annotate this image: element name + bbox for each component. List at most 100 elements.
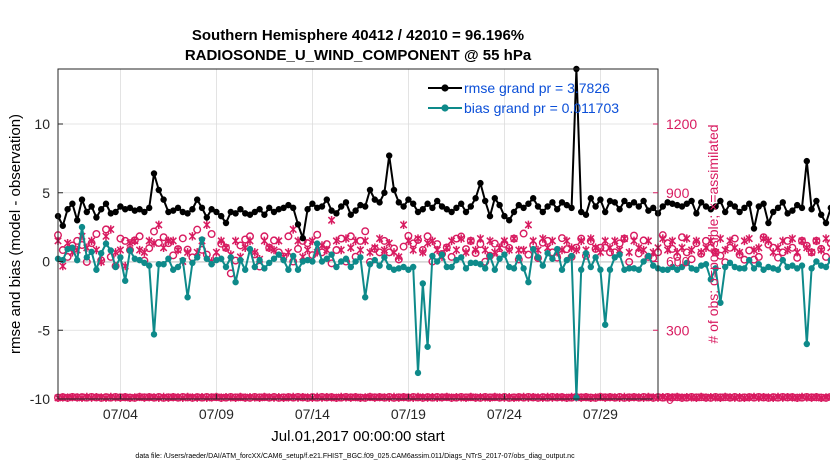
rmse-point	[525, 200, 532, 207]
obs-possible-marker	[399, 242, 408, 251]
bias-point	[698, 262, 705, 269]
obs-possible-marker	[178, 234, 187, 243]
legend-rmse-label: rmse grand pr = 3.7826	[464, 80, 610, 96]
rmse-point	[381, 189, 388, 196]
rmse-point	[198, 204, 206, 212]
bias-point	[256, 256, 263, 264]
obs-assimilated-marker	[337, 245, 345, 255]
rmse-point	[582, 211, 590, 218]
obs-assimilated-marker	[678, 243, 686, 252]
rmse-point	[707, 206, 714, 213]
bias-point	[227, 254, 234, 261]
obs-assimilated-marker	[692, 236, 701, 246]
obs-assimilated-marker	[735, 248, 744, 257]
bias-point	[64, 245, 71, 253]
bias-point	[621, 266, 628, 273]
bias-point	[611, 254, 618, 261]
obs-assimilated-marker	[351, 236, 360, 246]
rmse-point	[275, 206, 282, 213]
bias-point	[237, 256, 244, 264]
obs-assimilated-marker	[174, 245, 182, 255]
bias-point	[525, 278, 532, 286]
bias-point	[83, 254, 91, 261]
obs-assimilated-marker	[726, 236, 734, 246]
rmse-point	[386, 152, 393, 159]
rmse-point	[630, 199, 638, 206]
obs-possible-marker	[294, 244, 303, 253]
rmse-point	[779, 199, 786, 206]
obs-assimilated-marker	[385, 238, 393, 248]
bias-point	[789, 262, 796, 269]
data-file-footnote: data file: /Users/raeder/DAI/ATM_forcXX/…	[135, 453, 575, 460]
rmse-point	[501, 212, 508, 220]
bias-point	[352, 258, 359, 265]
obs-assimilated-marker	[812, 236, 821, 246]
bias-point	[275, 251, 282, 258]
bias-point	[506, 263, 513, 271]
rmse-point	[496, 201, 503, 209]
chart-title-line1: Southern Hemisphere 40412 / 42010 = 96.1…	[192, 27, 524, 44]
rmse-point	[736, 208, 743, 216]
rmse-point	[813, 197, 820, 205]
x-tick-label: 07/24	[487, 406, 522, 422]
obs-assimilated-marker	[783, 245, 792, 255]
obs-assimilated-marker	[361, 236, 369, 246]
obs-assimilated-marker	[203, 220, 211, 230]
rmse-point	[597, 196, 604, 203]
bias-point	[726, 259, 734, 267]
bias-point	[333, 263, 340, 271]
obs-assimilated-marker	[519, 245, 528, 255]
rmse-point	[126, 204, 134, 212]
rmse-point	[410, 200, 417, 207]
bias-point	[438, 251, 446, 258]
obs-possible-marker	[154, 238, 163, 247]
obs-possible-marker	[361, 227, 370, 236]
x-axis-ticks: 07/04 07/09 07/14 07/19 07/24 07/29	[103, 394, 618, 422]
obs-assimilated-marker	[409, 245, 417, 255]
y-tick-label: -5	[38, 322, 51, 338]
bias-point	[280, 256, 287, 264]
rmse-point	[731, 203, 738, 210]
obs-assimilated-marker	[323, 245, 331, 255]
rmse-point	[429, 204, 436, 212]
rmse-point	[194, 196, 201, 203]
bias-point	[290, 252, 297, 260]
bias-point	[635, 266, 642, 273]
rmse-point	[486, 212, 494, 220]
bias-point	[587, 263, 594, 271]
obs-possible-marker	[313, 230, 322, 239]
obs-assimilated-marker	[567, 243, 576, 252]
obs-assimilated-marker	[246, 236, 254, 246]
bias-point	[371, 256, 378, 264]
obs-assimilated-marker	[572, 245, 581, 255]
bias-point	[318, 258, 326, 265]
obs-assimilated-marker	[447, 236, 456, 246]
rmse-point	[453, 204, 460, 212]
bias-point	[650, 262, 657, 269]
obs-assimilated-marker	[217, 236, 225, 246]
obs-assimilated-marker	[471, 245, 480, 255]
rmse-point	[242, 210, 249, 217]
obs-assimilated-marker	[371, 243, 379, 252]
rmse-point	[635, 203, 642, 210]
bias-point	[400, 263, 407, 271]
bias-point	[554, 245, 561, 253]
obs-assimilated-marker	[423, 238, 432, 248]
bias-point	[765, 263, 772, 271]
obs-assimilated-marker	[707, 236, 715, 246]
rmse-point	[602, 208, 609, 216]
obs-possible-marker	[687, 255, 696, 264]
obs-assimilated-marker	[87, 236, 96, 246]
x-tick-label: 07/14	[295, 406, 330, 422]
rmse-point	[645, 207, 652, 214]
rmse-point	[794, 201, 801, 209]
rmse-point	[237, 206, 244, 213]
bias-point	[208, 261, 215, 268]
rmse-point	[266, 204, 273, 212]
rmse-point	[141, 208, 148, 216]
rmse-point	[568, 204, 575, 212]
bias-point	[755, 261, 762, 268]
obs-possible-marker	[207, 229, 216, 238]
obs-assimilated-marker	[510, 234, 518, 243]
